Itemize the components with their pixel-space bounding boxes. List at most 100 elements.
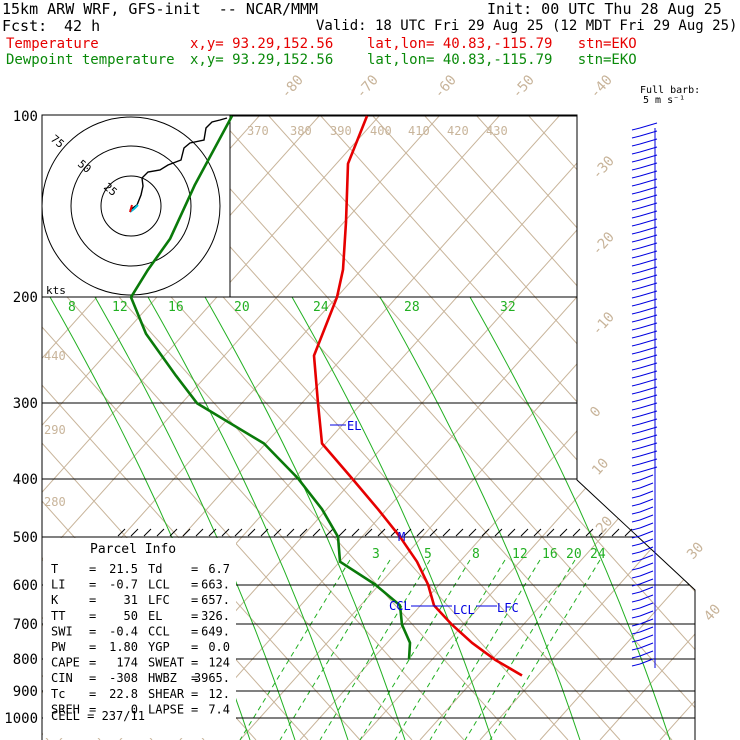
- mixing-ratio-dashed: [489, 559, 601, 740]
- parcel-row-eq-1: =: [89, 624, 96, 638]
- wind-barb-staff: [639, 346, 658, 353]
- wind-barb-staff: [639, 474, 654, 481]
- wind-barb-flag: [631, 167, 641, 171]
- temperature-tick-right: 30: [684, 539, 707, 562]
- isobar-500-hatch: [533, 528, 542, 537]
- wind-barb-flag: [631, 143, 641, 147]
- mixing-ratio-lines: [49, 296, 671, 740]
- isobar-500-hatch: [169, 528, 178, 537]
- isobar-500-hatch: [481, 528, 490, 537]
- barb-legend-1: Full barb:: [640, 85, 701, 96]
- isotherm-line: [659, 115, 695, 740]
- wind-barb-flag: [631, 295, 641, 299]
- wind-barb-staff: [639, 538, 654, 545]
- isobar-500-hatch: [156, 528, 165, 537]
- barb-legend-2: 5 m s⁻¹: [643, 95, 686, 106]
- isobar-500-hatch: [325, 528, 334, 537]
- wind-barb-flag: [631, 607, 641, 611]
- isotherm-line: [42, 115, 381, 740]
- wind-barb-staff: [639, 234, 658, 241]
- wind-barb-flag: [631, 239, 641, 243]
- isobar-500-hatch: [234, 528, 243, 537]
- mixing-ratio-label-lower: 5: [424, 547, 432, 562]
- isobar-500-hatch: [403, 528, 412, 537]
- isotherm-line: [42, 115, 501, 740]
- wind-barb-flag: [631, 199, 641, 203]
- mixing-ratio-label-lower: 8: [472, 547, 480, 562]
- isobar-500-hatch: [598, 528, 607, 537]
- mixing-ratio-dashed: [239, 559, 351, 740]
- mixing-ratio-label-lower: 20: [566, 547, 582, 562]
- parcel-row-label-1: PW: [51, 640, 66, 654]
- dry-adiabat-line: [319, 115, 695, 740]
- parcel-row-label-2: CCL: [148, 624, 170, 638]
- wind-barb-flag: [631, 271, 641, 275]
- theta-label: 410: [408, 124, 430, 138]
- wind-barb-flag: [631, 207, 641, 211]
- wind-barb-flag: [631, 615, 641, 619]
- isobar-500-hatch: [572, 528, 581, 537]
- parcel-row-label-2: SWEAT: [148, 656, 184, 670]
- wind-barb-flag: [631, 263, 641, 267]
- wind-barb-flag: [631, 255, 641, 259]
- wind-barb-staff: [639, 458, 658, 465]
- parcel-row-value-2: 3965.: [194, 671, 230, 685]
- hodograph-units: kts: [46, 284, 66, 297]
- pressure-tick-label: 1000: [4, 711, 38, 727]
- isobar-500-hatch: [195, 528, 204, 537]
- parcel-row-eq-1: =: [89, 578, 96, 592]
- wind-barb-flag: [631, 191, 641, 195]
- parcel-row-eq-2: =: [191, 624, 198, 638]
- temperature-tick-right: -20: [589, 229, 618, 259]
- wind-barb-flag: [631, 511, 641, 515]
- wind-barb-flag: [631, 303, 641, 307]
- m-label: M: [398, 530, 405, 544]
- isobar-500-hatch: [442, 528, 451, 537]
- mixing-ratio-label-lower: 12: [512, 547, 528, 562]
- parcel-row-value-1: -0.7: [109, 578, 138, 592]
- temperature-tick-top: -50: [509, 72, 538, 102]
- isotherm-line: [539, 115, 695, 740]
- mixing-ratio-curve: [147, 296, 349, 740]
- isobar-500-hatch: [585, 528, 594, 537]
- wind-barb-staff: [639, 250, 658, 257]
- parcel-row-value-1: 1.80: [109, 640, 138, 654]
- wind-barb-staff: [639, 434, 658, 441]
- mixing-ratio-dashed: [429, 559, 541, 740]
- init-time: Init: 00 UTC Thu 28 Aug 25: [487, 0, 722, 18]
- wind-barb-staff: [639, 530, 654, 537]
- wind-barb-flag: [631, 319, 641, 323]
- isobar-500-hatch: [559, 528, 568, 537]
- pressure-tick-label: 400: [13, 472, 38, 488]
- wind-barb-staff: [639, 602, 654, 609]
- parcel-row-eq-2: =: [191, 640, 198, 654]
- isobar-500-hatch: [247, 528, 256, 537]
- parcel-row-eq-1: =: [89, 593, 96, 607]
- wind-barb-flag: [631, 503, 641, 507]
- wind-barb-flag: [631, 247, 641, 251]
- wind-barb-flag: [631, 551, 641, 555]
- wind-barb-flag: [631, 391, 641, 395]
- parcel-row-label-1: SWI: [51, 624, 73, 638]
- wind-barb-flag: [631, 591, 641, 595]
- wind-barb-flag: [631, 575, 641, 579]
- wind-barb-flag: [631, 423, 641, 427]
- wind-barb-staff: [639, 274, 658, 281]
- wind-barb-staff: [639, 490, 654, 497]
- parcel-row-value-1: 174: [116, 656, 138, 670]
- isobar-500-hatch: [611, 528, 620, 537]
- isobar-500-hatch: [377, 528, 386, 537]
- wind-barb-staff: [639, 218, 658, 225]
- dry-adiabat-line: [42, 115, 413, 740]
- mixing-ratio-label-upper: 28: [404, 300, 420, 315]
- dry-adiabat-line: [736, 115, 740, 740]
- wind-barb-staff: [639, 618, 654, 625]
- parcel-row-eq-1: =: [89, 671, 96, 685]
- theta-label: 400: [370, 124, 392, 138]
- parcel-row-value-2: 7.4: [208, 702, 230, 716]
- mixing-ratio-label-upper: 32: [500, 300, 516, 315]
- mixing-ratio-label-upper: 24: [313, 300, 329, 315]
- forecast-label: Fcst:: [2, 17, 48, 35]
- wind-barb-flag: [631, 655, 641, 659]
- parcel-row-value-2: 0.0: [208, 640, 230, 654]
